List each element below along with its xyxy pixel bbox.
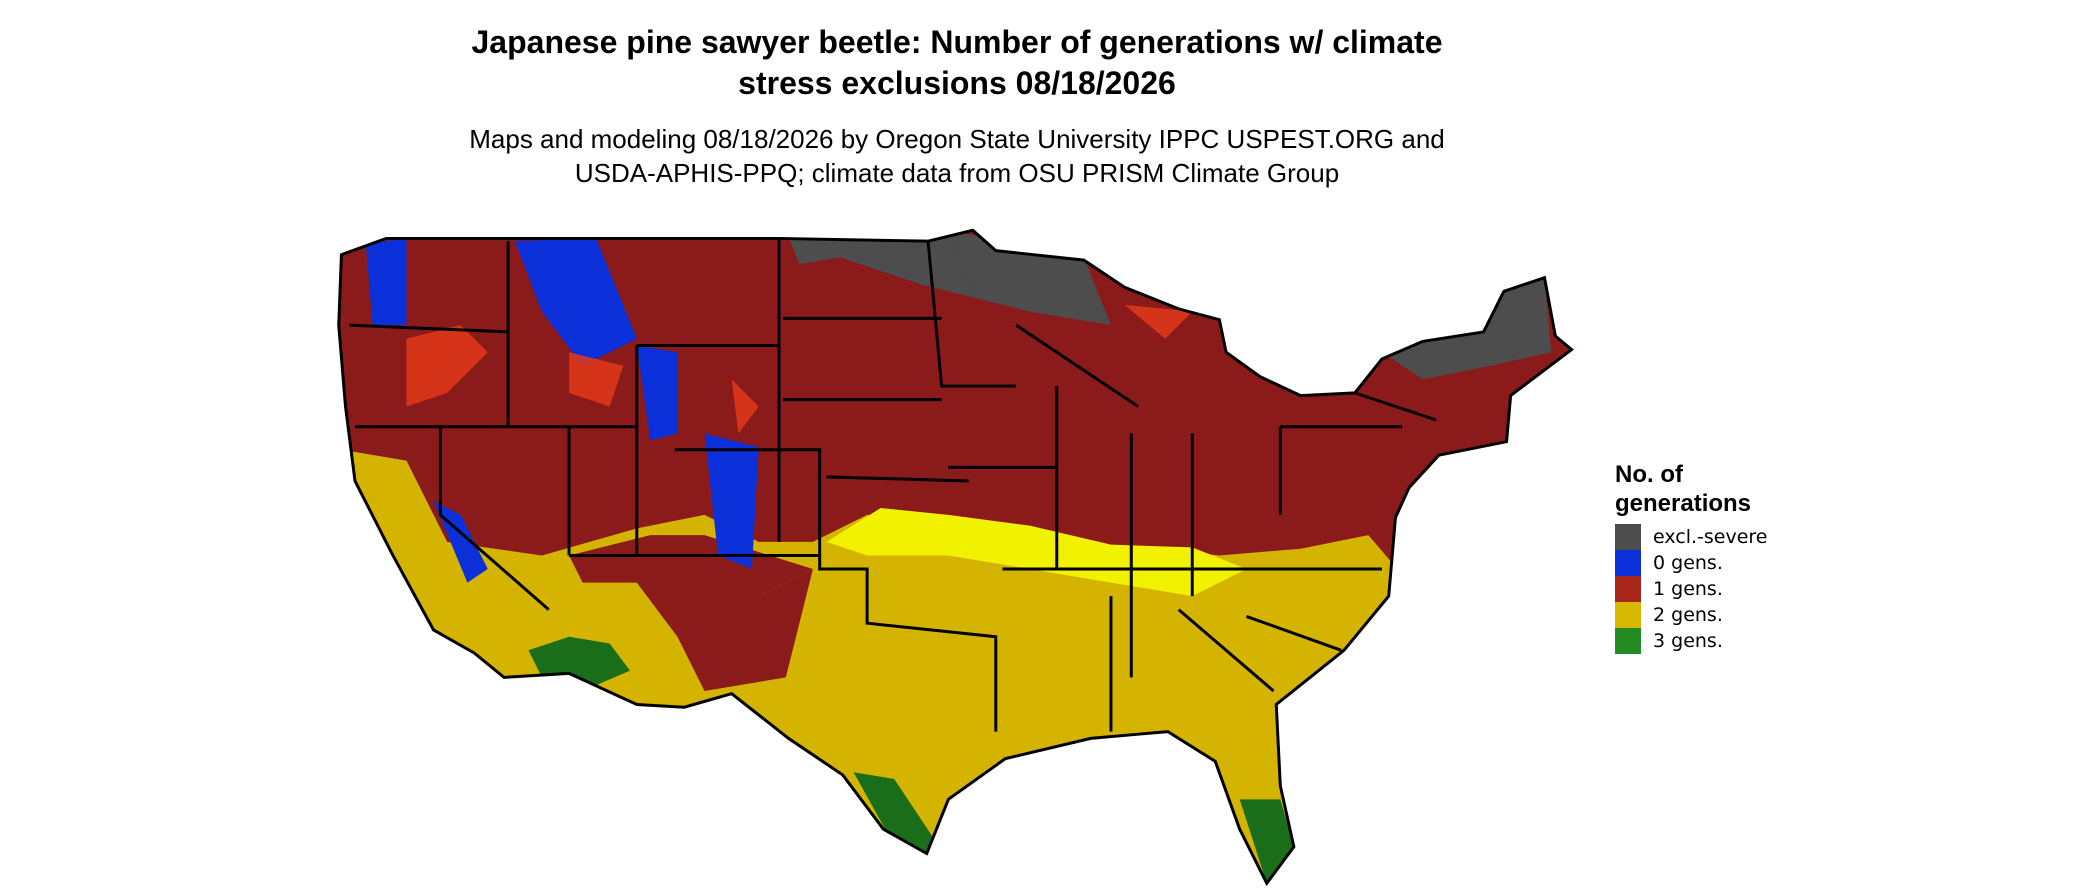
legend-label: 0 gens. bbox=[1653, 552, 1723, 574]
legend-item: 0 gens. bbox=[1615, 550, 1815, 576]
state-borders bbox=[337, 228, 1574, 887]
zone-excluded bbox=[948, 230, 1111, 326]
zone-3-gen bbox=[853, 772, 935, 861]
legend: No. of generations excl.-severe 0 gens. 1 … bbox=[1615, 460, 1815, 654]
zone-2-gen-light bbox=[826, 508, 1247, 597]
legend-swatch bbox=[1615, 550, 1641, 576]
legend-swatch bbox=[1615, 524, 1641, 550]
legend-label: 2 gens. bbox=[1653, 604, 1723, 626]
map-subtitle: Maps and modeling 08/18/2026 by Oregon S… bbox=[469, 124, 1445, 188]
legend-item: 1 gens. bbox=[1615, 576, 1815, 602]
zone-1-gen bbox=[636, 569, 813, 691]
legend-item: 2 gens. bbox=[1615, 602, 1815, 628]
zone-3-gen bbox=[1239, 799, 1294, 884]
legend-swatch bbox=[1615, 602, 1641, 628]
legend-label: excl.-severe bbox=[1653, 526, 1768, 548]
legend-label: 1 gens. bbox=[1653, 578, 1723, 600]
legend-items: excl.-severe 0 gens. 1 gens. 2 gens. 3 gens. bbox=[1615, 524, 1815, 654]
legend-item: 3 gens. bbox=[1615, 628, 1815, 654]
zone-1-gen-light bbox=[406, 304, 1193, 434]
legend-label: 3 gens. bbox=[1653, 630, 1723, 652]
zone-excluded bbox=[1381, 277, 1552, 380]
legend-title: No. of generations bbox=[1615, 461, 1752, 517]
map-title: Japanese pine sawyer beetle: Number of g… bbox=[471, 24, 1443, 101]
generation-zones bbox=[338, 230, 1572, 884]
legend-swatch bbox=[1615, 628, 1641, 654]
zone-0-gen bbox=[365, 238, 759, 583]
legend-swatch bbox=[1615, 576, 1641, 602]
legend-item: excl.-severe bbox=[1615, 524, 1815, 550]
